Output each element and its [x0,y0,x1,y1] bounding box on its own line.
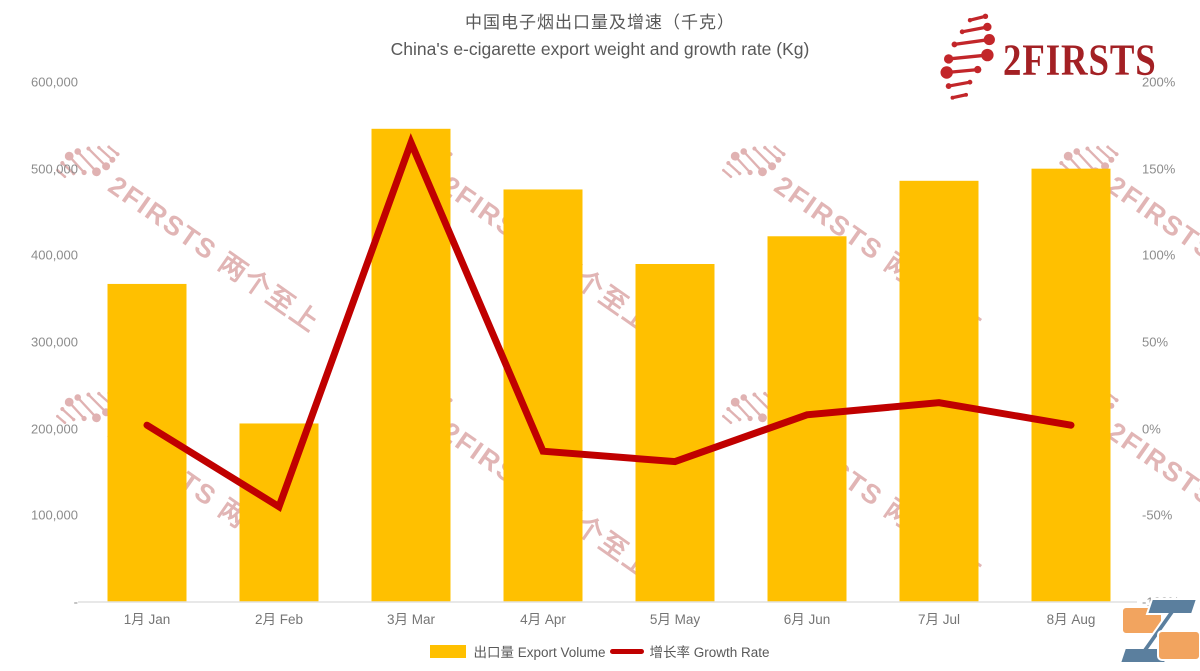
brand-logo-dots-icon [937,8,999,111]
left-axis-tick: - [73,594,78,610]
right-axis-tick: 50% [1142,334,1169,350]
left-axis-tick: 600,000 [31,74,78,90]
bar-4月 Apr [503,189,583,602]
bar-8月 Aug [1031,168,1111,602]
right-axis-tick: -50% [1142,507,1173,523]
chart-title-en: China's e-cigarette export weight and gr… [390,39,810,59]
brand-logo-text: 2FIRSTS [1002,34,1157,85]
right-axis-tick: 150% [1142,161,1176,177]
x-axis-label: 3月 Mar [386,612,436,627]
right-axis-tick: 100% [1142,247,1176,263]
left-axis-tick: 200,000 [31,421,78,437]
x-axis-label: 8月 Aug [1046,612,1096,627]
left-axis-tick: 500,000 [31,161,78,177]
x-axis-label: 6月 Jun [783,612,831,627]
left-axis-tick: 300,000 [31,334,78,350]
corner-orange-rect-bottom [1157,630,1200,661]
bar-2月 Feb [239,423,319,602]
x-axis-label: 1月 Jan [123,612,171,627]
chart-title: 中国电子烟出口量及增速（千克） China's e-cigarette expo… [0,10,1200,62]
bar-5月 May [635,264,715,602]
corner-blue-z [1118,598,1199,664]
right-axis-tick: 0% [1142,421,1161,437]
left-axis-tick: 100,000 [31,507,78,523]
x-axis-label: 7月 Jul [917,612,961,627]
legend: 出口量 Export Volume 增长率 Growth Rate [0,641,1200,661]
bar-7月 Jul [899,180,979,603]
growth-rate-line [143,133,1075,512]
legend-line-label: 增长率 Growth Rate [649,645,770,660]
legend-bar-swatch [430,644,467,658]
chart-title-zh: 中国电子烟出口量及增速（千克） [465,13,735,32]
bar-6月 Jun [767,236,847,602]
right-axis-tick: 200% [1142,74,1176,90]
x-axis-label: 5月 May [649,612,701,627]
corner-brand-icon [1118,593,1200,671]
x-axis-label: 2月 Feb [254,612,304,627]
x-axis-label: 4月 Apr [520,612,566,627]
legend-bar-label: 出口量 Export Volume [473,645,606,660]
left-axis-tick: 400,000 [31,247,78,263]
brand-logo: 2FIRSTS [937,8,1170,111]
legend-line-swatch [609,648,644,654]
